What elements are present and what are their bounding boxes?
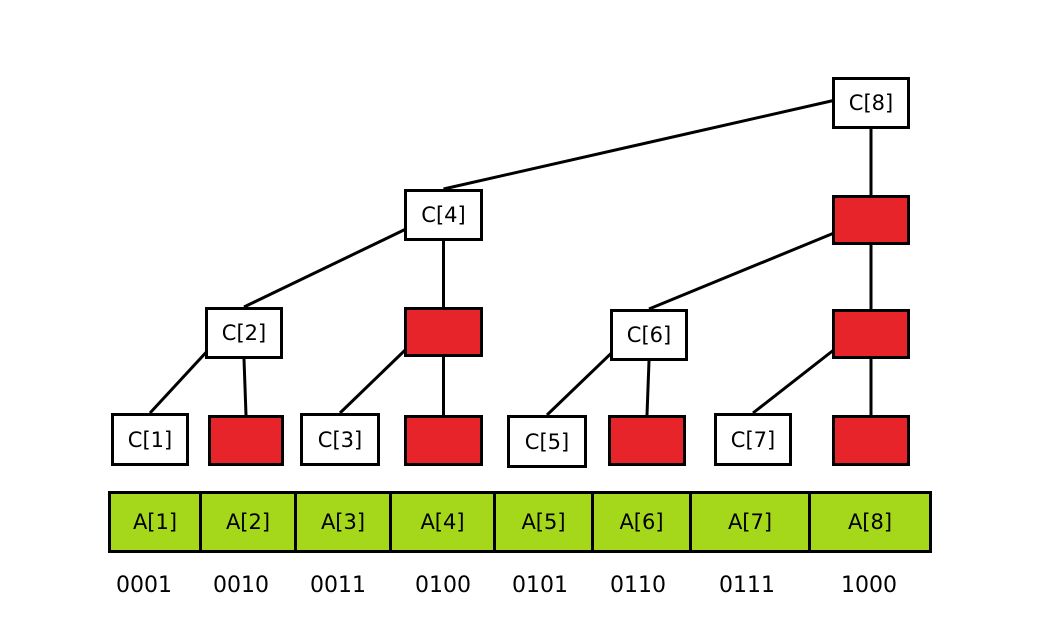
node-c8-level2 xyxy=(832,195,910,245)
array-cell-a5: A[5] xyxy=(496,494,594,550)
node-c1: C[1] xyxy=(111,413,189,466)
binary-label-1: 0001 xyxy=(116,572,172,598)
binary-label-6: 0110 xyxy=(610,572,666,598)
edge-c3-to-r4a xyxy=(338,340,415,415)
array-a: A[1] A[2] A[3] A[4] A[5] A[6] A[7] A[8] xyxy=(108,491,932,553)
edge-r6-to-c6 xyxy=(645,360,651,416)
binary-label-2: 0010 xyxy=(213,572,269,598)
edge-c1-to-c2 xyxy=(148,342,216,415)
array-cell-a2: A[2] xyxy=(202,494,297,550)
node-c6-level0 xyxy=(608,415,686,466)
binary-label-3: 0011 xyxy=(310,572,366,598)
node-c4-level1 xyxy=(404,307,483,357)
binary-label-8: 1000 xyxy=(841,572,897,598)
array-cell-a3: A[3] xyxy=(297,494,392,550)
edge-c5-to-c6 xyxy=(545,344,621,417)
node-c5: C[5] xyxy=(507,415,587,468)
node-c6: C[6] xyxy=(610,309,688,361)
edge-r2-to-c2 xyxy=(242,358,248,416)
binary-label-5: 0101 xyxy=(512,572,568,598)
node-c8-level1 xyxy=(832,309,910,359)
array-cell-a6: A[6] xyxy=(594,494,692,550)
node-c4-level0 xyxy=(404,415,483,466)
node-c3: C[3] xyxy=(300,413,380,466)
edge-c4-to-c8 xyxy=(443,98,835,191)
edge-c6-to-r8a xyxy=(648,228,842,311)
node-c2-level0 xyxy=(208,415,284,466)
array-cell-a4: A[4] xyxy=(392,494,496,550)
node-c2: C[2] xyxy=(205,307,283,359)
node-c4: C[4] xyxy=(404,189,483,241)
node-c8-level0 xyxy=(832,415,910,466)
edge-c2-to-c4 xyxy=(243,224,415,309)
node-c7: C[7] xyxy=(714,413,792,466)
edge-c7-to-r8b xyxy=(752,342,843,415)
array-cell-a1: A[1] xyxy=(111,494,202,550)
binary-label-7: 0111 xyxy=(719,572,775,598)
array-cell-a8: A[8] xyxy=(811,494,929,550)
node-c8: C[8] xyxy=(832,77,910,129)
binary-label-4: 0100 xyxy=(415,572,471,598)
array-cell-a7: A[7] xyxy=(692,494,811,550)
